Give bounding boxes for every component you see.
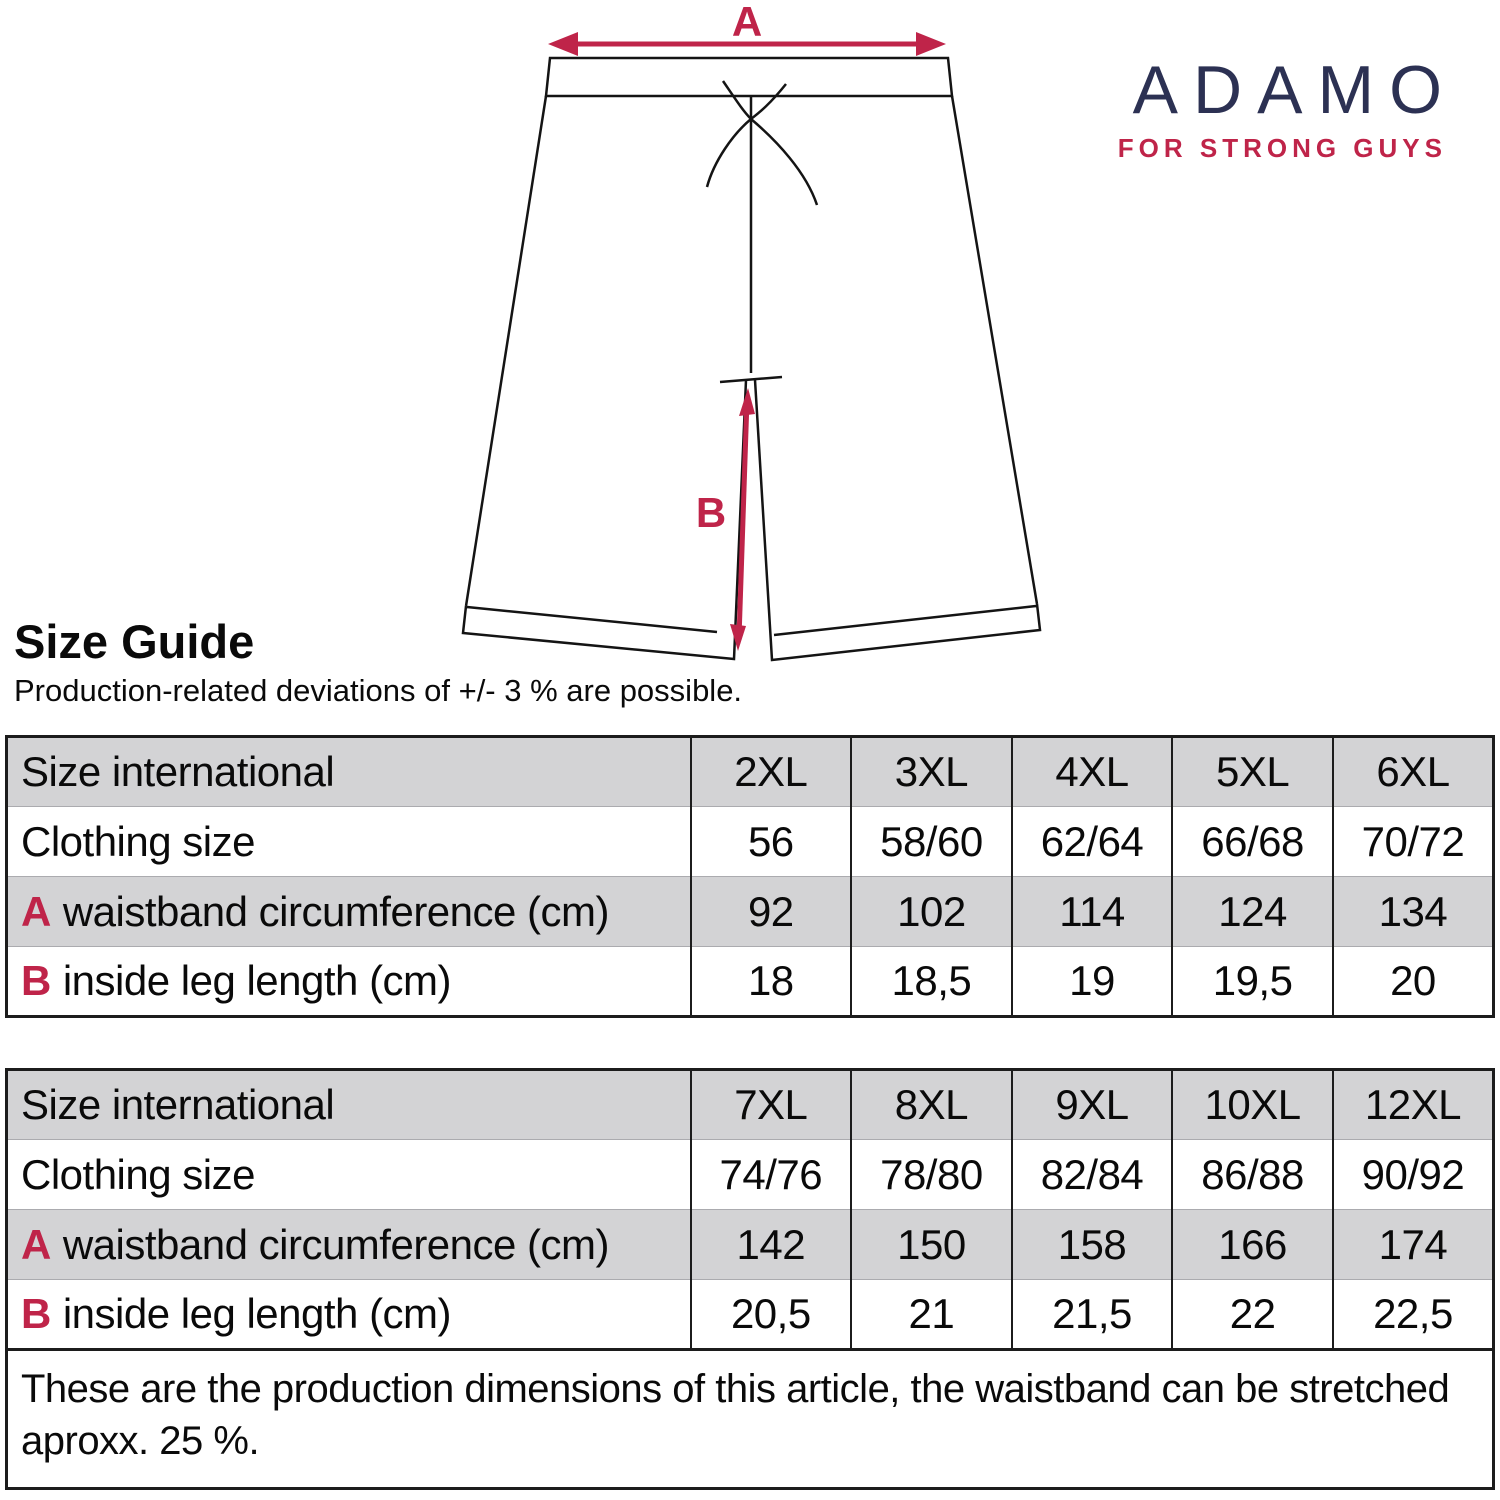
size-value-cell: 142 bbox=[689, 1209, 852, 1280]
size-value-cell: 56 bbox=[689, 806, 852, 877]
size-value-cell: 12XL bbox=[1331, 1069, 1494, 1140]
size-value-cell: 20,5 bbox=[689, 1279, 852, 1350]
size-value-cell: 114 bbox=[1010, 876, 1173, 947]
drawstring bbox=[705, 80, 819, 206]
deviation-note: Production-related deviations of +/- 3 %… bbox=[14, 672, 743, 708]
size-value-cell: 166 bbox=[1171, 1209, 1333, 1280]
table-row: Clothing size 74/76 78/80 82/84 86/88 90/92 bbox=[6, 1139, 1494, 1210]
measure-letter: B bbox=[21, 957, 51, 1004]
size-value-cell: 19,5 bbox=[1171, 946, 1333, 1017]
size-table-large: Size international 7XL 8XL 9XL 10XL 12XL Cloth… bbox=[5, 1068, 1495, 1490]
size-value-cell: 90/92 bbox=[1331, 1139, 1494, 1210]
row-label-cell: Clothing size bbox=[6, 806, 691, 877]
crotch-tick bbox=[719, 375, 783, 384]
size-value-cell: 18,5 bbox=[850, 946, 1012, 1017]
size-value-cell: 22,5 bbox=[1331, 1279, 1494, 1350]
row-label: waistband circumference (cm) bbox=[62, 1220, 610, 1268]
size-value-cell: 78/80 bbox=[850, 1139, 1012, 1210]
size-value-cell: 19 bbox=[1010, 946, 1173, 1017]
row-label: inside leg length (cm) bbox=[62, 1290, 452, 1337]
size-value-cell: 82/84 bbox=[1010, 1139, 1173, 1210]
inseam-arrow-label: B bbox=[696, 489, 726, 536]
row-label: Size international bbox=[21, 1081, 335, 1128]
waistband-arrow-label: A bbox=[732, 0, 762, 45]
size-value-cell: 74/76 bbox=[689, 1139, 852, 1210]
size-value-cell: 8XL bbox=[850, 1069, 1012, 1140]
size-value-cell: 150 bbox=[850, 1209, 1012, 1280]
size-value-cell: 158 bbox=[1010, 1209, 1173, 1280]
table-row: Size international 7XL 8XL 9XL 10XL 12XL bbox=[6, 1069, 1494, 1140]
row-label: Clothing size bbox=[21, 817, 255, 865]
shorts-left-outer-edge bbox=[464, 95, 548, 607]
size-value-cell: 5XL bbox=[1171, 736, 1333, 807]
row-label: Clothing size bbox=[21, 1150, 255, 1198]
size-value-cell: 58/60 bbox=[850, 806, 1012, 877]
brand-name: ADAMO bbox=[1132, 52, 1457, 128]
size-value-cell: 66/68 bbox=[1171, 806, 1333, 877]
brand-tagline: FOR STRONG GUYS bbox=[1117, 133, 1447, 163]
size-value-cell: 20 bbox=[1331, 946, 1494, 1017]
row-label-cell: Size international bbox=[6, 736, 691, 807]
size-value-cell: 102 bbox=[850, 876, 1012, 947]
size-value-cell: 6XL bbox=[1331, 736, 1494, 807]
size-value-cell: 70/72 bbox=[1331, 806, 1494, 877]
size-value-cell: 86/88 bbox=[1171, 1139, 1333, 1210]
size-value-cell: 9XL bbox=[1010, 1069, 1173, 1140]
size-value-cell: 18 bbox=[689, 946, 852, 1017]
brand-logo: ADAMO FOR STRONG GUYS bbox=[1078, 56, 1442, 164]
size-value-cell: 4XL bbox=[1010, 736, 1173, 807]
page-title: Size Guide bbox=[14, 615, 255, 668]
size-value-cell: 134 bbox=[1331, 876, 1494, 947]
row-label: inside leg length (cm) bbox=[62, 957, 452, 1004]
shorts-right-outer-edge bbox=[950, 95, 1039, 605]
size-value-cell: 21 bbox=[850, 1279, 1012, 1350]
size-value-cell: 3XL bbox=[850, 736, 1012, 807]
measure-letter: A bbox=[21, 1220, 51, 1268]
row-label: Size international bbox=[21, 748, 335, 795]
row-label-cell: Clothing size bbox=[6, 1139, 691, 1210]
size-value-cell: 7XL bbox=[689, 1069, 852, 1140]
waistband-arrow bbox=[548, 32, 946, 56]
size-value-cell: 10XL bbox=[1171, 1069, 1333, 1140]
size-value-cell: 22 bbox=[1171, 1279, 1333, 1350]
size-guide-header: Size Guide Production-related deviations… bbox=[14, 616, 742, 709]
stretch-note: These are the production dimensions of t… bbox=[6, 1348, 1494, 1489]
size-value-cell: 21,5 bbox=[1010, 1279, 1173, 1350]
table-note-row: These are the production dimensions of t… bbox=[6, 1348, 1494, 1489]
size-value-cell: 62/64 bbox=[1010, 806, 1173, 877]
size-table-small: Size international 2XL 3XL 4XL 5XL 6XL Clothin… bbox=[5, 735, 1495, 1018]
shorts-right-hem bbox=[753, 379, 1042, 662]
inseam-arrow bbox=[730, 388, 755, 651]
table-row: Clothing size 56 58/60 62/64 66/68 70/72 bbox=[6, 806, 1494, 877]
size-value-cell: 124 bbox=[1171, 876, 1333, 947]
size-value-cell: 174 bbox=[1331, 1209, 1494, 1280]
shorts-waistband bbox=[544, 56, 954, 98]
table-row: Size international 2XL 3XL 4XL 5XL 6XL bbox=[6, 736, 1494, 807]
size-value-cell: 2XL bbox=[689, 736, 852, 807]
measure-letter: B bbox=[21, 1290, 51, 1337]
row-label: waistband circumference (cm) bbox=[62, 887, 610, 935]
size-value-cell: 92 bbox=[689, 876, 852, 947]
measure-letter: A bbox=[21, 887, 51, 935]
row-label-cell: Size international bbox=[6, 1069, 691, 1140]
